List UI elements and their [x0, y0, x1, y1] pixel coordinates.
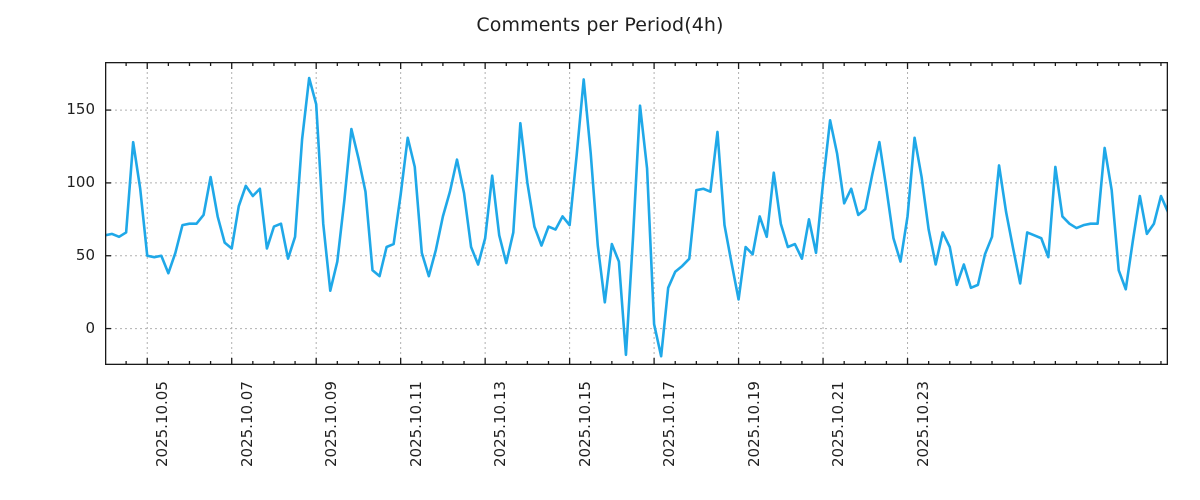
- series-line-comments: [105, 76, 1168, 358]
- y-axis-tick-label: 50: [75, 245, 95, 264]
- grid-lines: [105, 62, 1168, 365]
- y-axis-tick-label: 0: [85, 318, 95, 337]
- x-axis-tick-label: 2025.10.19: [744, 381, 763, 467]
- plot-border: [105, 62, 1168, 365]
- x-axis-tick-label: 2025.10.07: [237, 381, 256, 467]
- x-axis-tick-label: 2025.10.15: [575, 381, 594, 467]
- plot-area: [105, 62, 1168, 365]
- x-axis-tick-label: 2025.10.09: [322, 381, 341, 467]
- x-axis-tick-label: 2025.10.13: [491, 381, 510, 467]
- x-axis-tick-label: 2025.10.21: [829, 381, 848, 467]
- x-axis-tick-label: 2025.10.05: [153, 381, 172, 467]
- axis-tick-marks: [105, 62, 1168, 365]
- x-axis-tick-label: 2025.10.17: [660, 381, 679, 467]
- y-axis-tick-label: 100: [66, 172, 95, 191]
- line-chart-svg: [105, 62, 1168, 365]
- plot-frame: [105, 62, 1168, 365]
- data-series-layer: [105, 76, 1168, 358]
- x-axis-tick-label: 2025.10.23: [913, 381, 932, 467]
- x-axis-tick-label: 2025.10.11: [406, 381, 425, 467]
- chart-title: Comments per Period(4h): [476, 14, 724, 36]
- y-axis-tick-label: 150: [66, 100, 95, 119]
